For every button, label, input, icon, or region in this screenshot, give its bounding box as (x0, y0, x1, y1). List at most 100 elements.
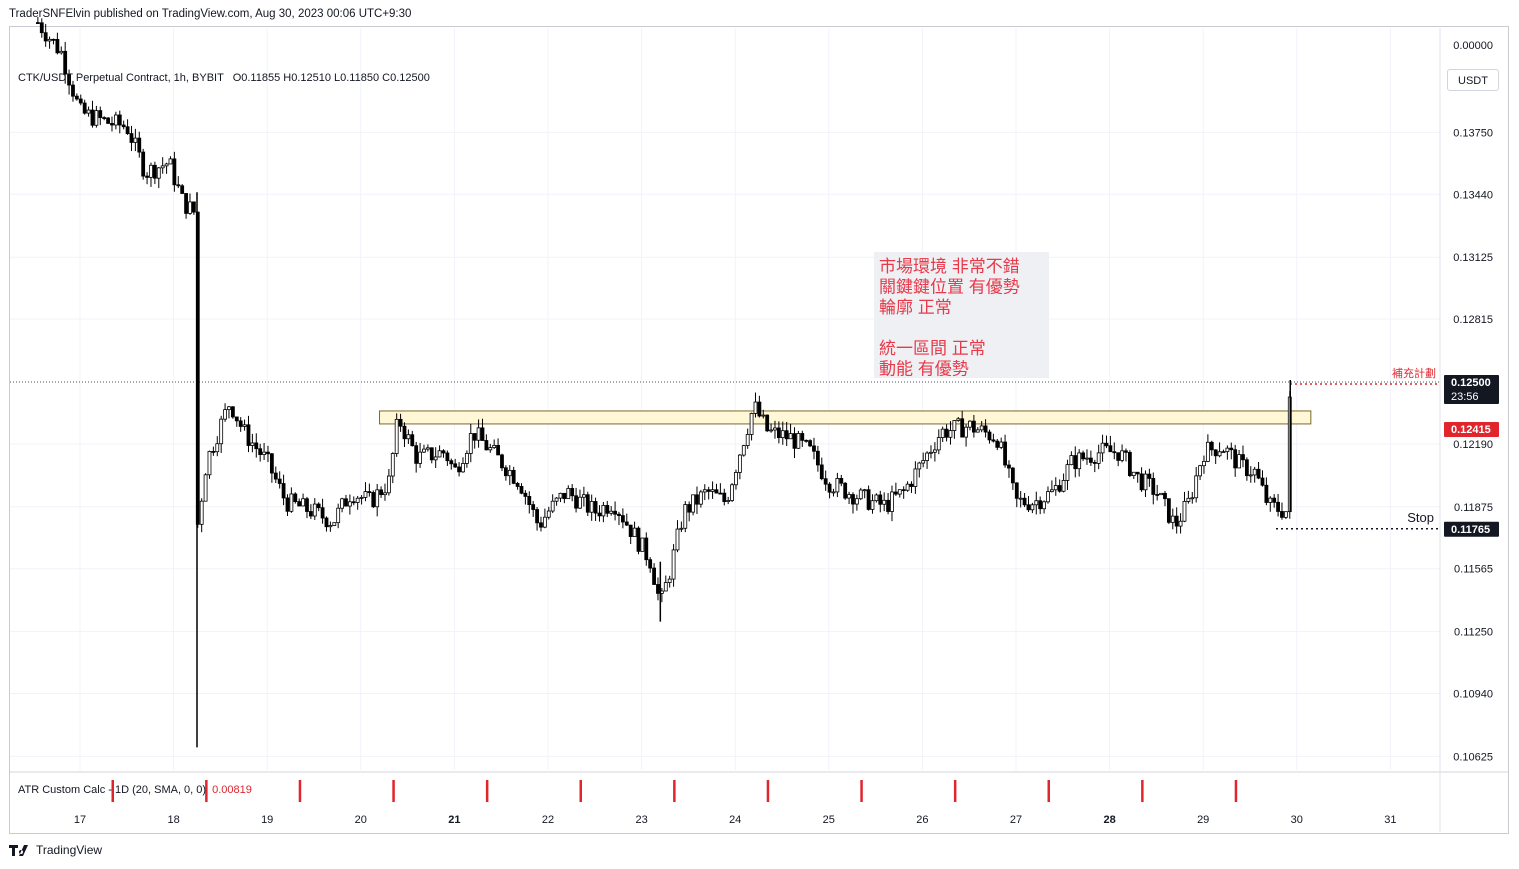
candle-body (1233, 449, 1238, 469)
candle-body (812, 445, 816, 452)
candle-body (870, 500, 875, 510)
candle-body (550, 500, 555, 512)
candle-body (156, 167, 161, 179)
atr-pane (111, 780, 1238, 802)
candle-body (1182, 501, 1187, 522)
candle-body (613, 510, 617, 515)
candle-body (191, 201, 196, 213)
candle-body (51, 38, 56, 41)
candle-body (1256, 468, 1261, 479)
candle-body (355, 497, 360, 503)
candle-body (496, 445, 500, 456)
candle-body (1272, 497, 1277, 503)
candle-body (929, 451, 933, 454)
candle-body (199, 500, 204, 525)
candle-body (1127, 451, 1132, 476)
candle-body (663, 582, 668, 592)
time-label: 27 (1010, 814, 1022, 826)
candle-body (539, 522, 543, 528)
candle-body (800, 433, 805, 441)
candle-body (628, 524, 633, 537)
candle-body (219, 418, 224, 445)
candle-body (843, 482, 848, 499)
candle-body (254, 442, 259, 450)
candle-body (1264, 484, 1269, 503)
candle-body (535, 509, 539, 524)
candle-body (137, 137, 142, 153)
candle-body (1209, 441, 1214, 451)
candle-body (1170, 515, 1175, 523)
candle-body (94, 110, 99, 126)
candlestick-series (35, 16, 1292, 748)
candle-body (776, 427, 781, 439)
candle-body (1049, 489, 1054, 493)
candle-body (1147, 473, 1152, 479)
candle-body (1217, 451, 1222, 457)
candle-body (269, 453, 274, 474)
candle-body (110, 123, 114, 126)
candle-body (1038, 500, 1043, 510)
candle-body (979, 425, 984, 431)
candle-body (1174, 515, 1179, 527)
time-label: 30 (1291, 814, 1303, 826)
note-line: 統一區間 正常 (879, 339, 986, 358)
candle-body (386, 475, 391, 494)
candle-body (281, 483, 286, 499)
candle-body (437, 450, 442, 458)
chart-frame (9, 26, 1509, 834)
price-tick: 0.11875 (1454, 502, 1493, 514)
candle-body (74, 95, 79, 100)
time-label: 18 (167, 814, 179, 826)
candle-body (336, 507, 341, 524)
price-tick: 0.10625 (1453, 751, 1493, 763)
candle-body (519, 486, 524, 494)
candle-body (1131, 471, 1136, 476)
candle-body (1073, 455, 1078, 470)
candle-body (203, 474, 208, 502)
candle-body (769, 429, 773, 432)
publisher-line: TraderSNFElvin published on TradingView.… (9, 8, 412, 20)
candle-body (223, 409, 227, 420)
candle-body (340, 498, 344, 509)
candle-body (164, 163, 169, 167)
candle-body (398, 418, 403, 427)
candle-body (453, 463, 458, 468)
candle-body (86, 109, 91, 114)
candle-body (851, 494, 855, 505)
candle-body (593, 501, 598, 514)
time-label: 17 (74, 814, 86, 826)
candle-body (531, 504, 536, 510)
candle-body (332, 522, 337, 526)
candle-body (784, 430, 789, 440)
candle-body (379, 489, 383, 496)
candle-body (308, 511, 313, 517)
atr-legend: ATR Custom Calc - 1D (20, SMA, 0, 0) 0.00… (18, 784, 252, 796)
candle-body (152, 164, 157, 179)
plan-label: 補充計劃 (1392, 366, 1436, 380)
price-tick: 0.13750 (1453, 127, 1493, 139)
candle-body (1159, 492, 1163, 496)
candle-body (176, 184, 181, 187)
candle-body (149, 164, 153, 178)
candle-body (1155, 494, 1160, 496)
time-label: 28 (1103, 814, 1115, 826)
price-tick: 0.12190 (1453, 439, 1493, 451)
candle-body (121, 124, 126, 128)
candle-body (433, 456, 438, 461)
candle-body (944, 428, 949, 438)
note-line: 動能 有優勢 (879, 360, 969, 379)
candle-body (1010, 467, 1015, 484)
candle-body (39, 22, 44, 34)
candle-body (266, 451, 270, 455)
currency-button[interactable]: USDT (1447, 69, 1499, 91)
time-label: 29 (1197, 814, 1209, 826)
candle-body (1229, 447, 1234, 451)
candle-body (1186, 497, 1191, 502)
price-levels: 補充計劃 Stop (10, 366, 1440, 530)
candle-body (1198, 465, 1202, 477)
tradingview-brand[interactable]: TradingView (9, 843, 102, 857)
candle-body (726, 500, 731, 502)
symbol-legend: CTK/USDT Perpetual Contract, 1h, BYBIT O… (18, 72, 430, 84)
candle-body (476, 427, 481, 441)
